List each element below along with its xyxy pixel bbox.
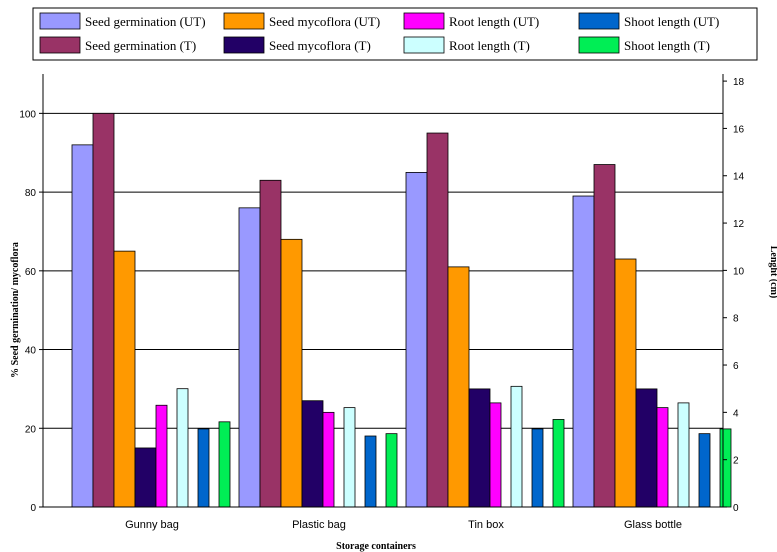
legend-label: Seed germination (UT) [85, 14, 206, 29]
legend-box [32, 7, 758, 61]
legend-swatch [39, 12, 81, 30]
bar [593, 164, 616, 508]
legend-label: Shoot length (UT) [624, 14, 719, 29]
y2-tick-label: 12 [733, 219, 745, 230]
bar [468, 388, 491, 508]
bar [92, 112, 115, 508]
y2-tick-label: 16 [733, 124, 745, 135]
y2-tick-label: 6 [733, 361, 739, 372]
x-tick-label: Glass bottle [624, 519, 682, 531]
bar [113, 250, 136, 508]
y2-tick-label: 4 [733, 408, 739, 419]
bar [301, 400, 324, 508]
bar [238, 207, 261, 508]
bar [176, 388, 189, 508]
bar [343, 407, 356, 508]
legend-label: Root length (T) [449, 38, 530, 53]
y2-tick-label: 10 [733, 266, 745, 277]
y2-tick-label: 2 [733, 456, 739, 467]
legend-swatch [223, 12, 265, 30]
bar [155, 404, 168, 508]
legend-label: Root length (UT) [449, 14, 539, 29]
y-tick-label: 100 [19, 109, 36, 120]
legend-label: Seed germination (T) [85, 38, 196, 53]
legend-label: Shoot length (T) [624, 38, 710, 53]
bar [572, 195, 595, 508]
bar [531, 428, 544, 508]
y2-tick-label: 18 [733, 77, 745, 88]
legend-swatch [223, 36, 265, 54]
bar [552, 419, 565, 508]
ticks: 0 20 40 60 80 100 0 2 4 6 8 10 12 14 16 18 Gunny bag Plas… [19, 77, 744, 531]
bars [71, 112, 732, 508]
legend: Seed germination (UT) Seed mycoflora (UT)… [32, 7, 758, 61]
y-tick-label: 40 [25, 346, 37, 357]
bar [656, 407, 669, 508]
bar [405, 172, 428, 508]
legend-label: Seed mycoflora (T) [269, 38, 371, 53]
x-axis-title: Storage containers [336, 541, 416, 552]
bar [447, 266, 470, 508]
bar [259, 179, 282, 508]
y-tick-label: 60 [25, 267, 37, 278]
bar [197, 428, 210, 508]
axes [42, 74, 724, 508]
bar [322, 411, 335, 508]
y2-tick-label: 8 [733, 314, 739, 325]
bar [719, 428, 732, 508]
bar [218, 421, 231, 508]
y-tick-label: 20 [25, 424, 37, 435]
bar [510, 385, 523, 508]
bar [134, 447, 157, 508]
bar [698, 433, 711, 508]
legend-swatch [578, 36, 620, 54]
bar [364, 435, 377, 508]
y2-tick-label: 14 [733, 172, 745, 183]
bar [385, 433, 398, 508]
bar [489, 402, 502, 508]
y2-axis-title: Lenght (cm) [768, 246, 777, 299]
legend-swatch [403, 36, 445, 54]
y-tick-label: 0 [30, 503, 36, 514]
y-axis-title: % Seed germination/ mycoflora [10, 242, 21, 378]
legend-swatch [578, 12, 620, 30]
legend-label: Seed mycoflora (UT) [269, 14, 380, 29]
bar [614, 258, 637, 508]
legend-swatch [403, 12, 445, 30]
legend-swatch [39, 36, 81, 54]
bar [677, 402, 690, 508]
bar [426, 132, 449, 508]
x-tick-label: Plastic bag [292, 519, 346, 531]
bar [635, 388, 658, 508]
y-tick-label: 80 [25, 188, 37, 199]
y2-tick-label: 0 [733, 503, 739, 514]
x-tick-label: Tin box [468, 519, 504, 531]
bar [280, 238, 303, 508]
bar [71, 144, 94, 508]
x-tick-label: Gunny bag [125, 519, 179, 531]
